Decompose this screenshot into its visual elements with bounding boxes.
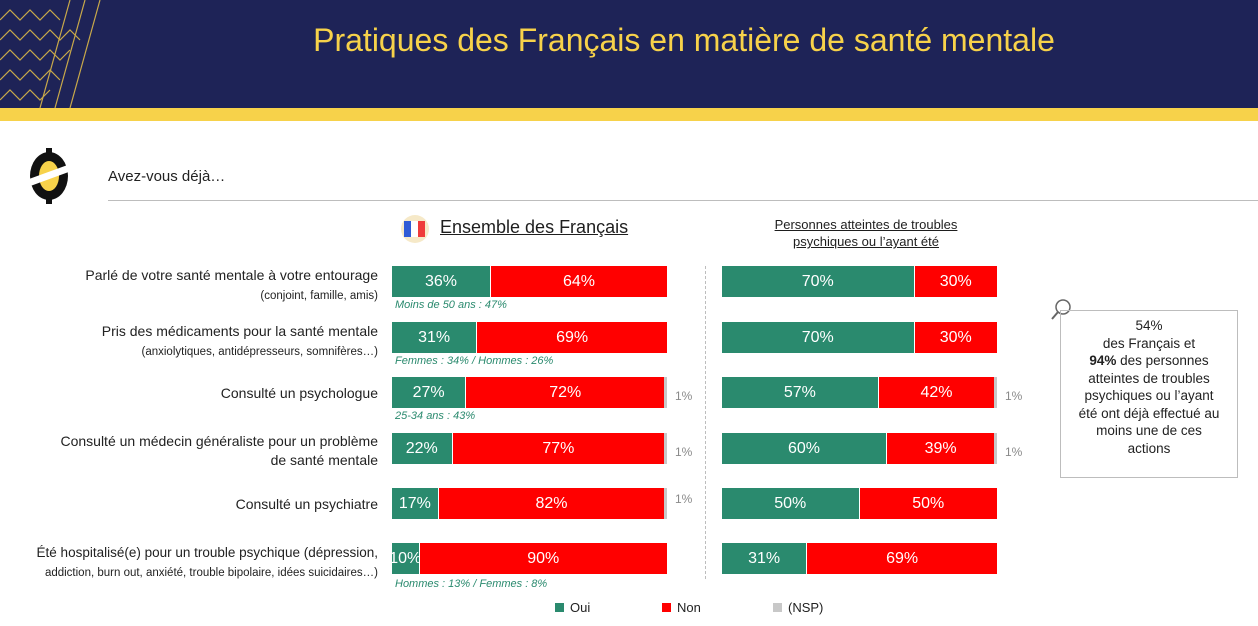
bar-oui-g1-r3: 60%: [722, 433, 887, 464]
row-note: Femmes : 34% / Hommes : 26%: [395, 355, 554, 367]
summary-line: psychiques ou l’ayant: [1084, 388, 1214, 403]
row-label-hospitalise: Été hospitalisé(e) pour un trouble psych…: [37, 543, 378, 583]
row-label-main: Été hospitalisé(e) pour un trouble psych…: [36, 545, 378, 560]
row-note: 25-34 ans : 43%: [395, 410, 476, 422]
column-divider: [705, 266, 706, 579]
legend-label: Oui: [570, 600, 591, 615]
summary-line: été ont déjà effectué au: [1078, 405, 1220, 421]
bar-nsp-g1-r3: [994, 433, 997, 464]
question-text: Avez-vous déjà…: [108, 168, 226, 185]
legend-label: (NSP): [788, 600, 824, 615]
legend-nsp: (NSP): [773, 600, 823, 615]
bar-non-g0-r1: 69%: [477, 322, 667, 353]
summary-line: des Français et: [1102, 335, 1196, 351]
row-label-psychiatre: Consulté un psychiatre: [236, 495, 378, 514]
summary-line: 54%: [1135, 318, 1163, 333]
legend-swatch-nsp: [773, 603, 782, 612]
summary-highlight: 94%: [1089, 353, 1117, 368]
bar-non-g1-r3: 39%: [887, 433, 995, 464]
bar-non-g0-r5: 90%: [419, 543, 667, 574]
summary-box: 54% des Français et 94% des personnes at…: [1060, 310, 1238, 478]
legend-swatch-oui: [555, 603, 564, 612]
summary-line: actions: [1127, 440, 1171, 456]
column-title-all: Ensemble des Français: [440, 217, 629, 237]
france-flag-icon: [401, 215, 429, 243]
row-label-entourage: Parlé de votre santé mentale à votre ent…: [85, 266, 378, 306]
summary-line: des personnes: [1116, 353, 1209, 368]
row-note: Moins de 50 ans : 47%: [395, 299, 507, 311]
bar-oui-g1-r4: 50%: [722, 488, 860, 519]
nsp-data-label-g1-r2: 1%: [1005, 389, 1023, 403]
nsp-data-label-g0-r4: 1%: [675, 492, 693, 506]
row-label-medicaments: Pris des médicaments pour la santé menta…: [102, 322, 378, 362]
bar-oui-g0-r3: 22%: [392, 433, 453, 464]
summary-line: atteintes de troubles: [1088, 370, 1210, 386]
column-title-affected: Personnes atteintes de troubles psychiqu…: [722, 216, 1010, 250]
bar-non-g1-r0: 30%: [914, 266, 997, 297]
nsp-data-label-g1-r3: 1%: [1005, 445, 1023, 459]
bar-non-g0-r4: 82%: [438, 488, 665, 519]
bar-oui-g1-r1: 70%: [722, 322, 915, 353]
row-label-psychologue: Consulté un psychologue: [221, 384, 378, 403]
brand-logo-icon: [26, 148, 71, 204]
bar-nsp-g0-r4: [664, 488, 667, 519]
bar-non-g0-r2: 72%: [466, 377, 665, 408]
row-label-sub: (conjoint, famille, amis): [260, 290, 378, 302]
nsp-data-label-g0-r2: 1%: [675, 389, 693, 403]
question-divider: [108, 200, 1258, 201]
bar-non-g0-r3: 77%: [452, 433, 665, 464]
bar-oui-g0-r4: 17%: [392, 488, 439, 519]
bar-oui-g0-r2: 27%: [392, 377, 467, 408]
row-label-sub: (anxiolytiques, antidépresseurs, somnifè…: [141, 346, 379, 358]
bar-non-g1-r1: 30%: [914, 322, 997, 353]
bar-nsp-g0-r3: [664, 433, 667, 464]
row-label-main: Pris des médicaments pour la santé menta…: [101, 323, 378, 339]
bar-non-g0-r0: 64%: [491, 266, 667, 297]
row-label-main: Parlé de votre santé mentale à votre ent…: [85, 267, 378, 283]
column-title-affected-line1: Personnes atteintes de troubles: [774, 217, 958, 232]
row-label-sub: de santé mentale: [270, 452, 378, 468]
row-note: Hommes : 13% / Femmes : 8%: [395, 578, 548, 590]
bar-oui-g1-r5: 31%: [722, 543, 808, 574]
bar-oui-g1-r0: 70%: [722, 266, 915, 297]
bar-nsp-g1-r2: [994, 377, 997, 408]
bar-oui-g1-r2: 57%: [722, 377, 879, 408]
decorative-pattern-icon: [0, 0, 101, 108]
legend-swatch-non: [662, 603, 671, 612]
bar-oui-g0-r1: 31%: [392, 322, 478, 353]
bar-oui-g0-r0: 36%: [392, 266, 491, 297]
legend-oui: Oui: [555, 600, 590, 615]
legend-label: Non: [677, 600, 701, 615]
header-banner: [0, 0, 1258, 108]
bar-non-g1-r5: 69%: [807, 543, 997, 574]
row-label-generaliste: Consulté un médecin généraliste pour un …: [60, 432, 378, 470]
row-label-main: Consulté un médecin généraliste pour un …: [60, 433, 378, 449]
row-label-main: Consulté un psychiatre: [235, 496, 378, 512]
bar-non-g1-r4: 50%: [859, 488, 997, 519]
bar-non-g1-r2: 42%: [878, 377, 995, 408]
summary-line: moins une de ces: [1096, 423, 1202, 438]
row-label-main: Consulté un psychologue: [220, 385, 378, 401]
bar-nsp-g0-r2: [664, 377, 667, 408]
nsp-data-label-g0-r3: 1%: [675, 445, 693, 459]
legend-non: Non: [662, 600, 701, 615]
header-stripe: [0, 108, 1258, 121]
page-title: Pratiques des Français en matière de san…: [313, 22, 1055, 58]
column-title-affected-line2: psychiques ou l’ayant été: [793, 234, 939, 249]
row-label-sub: addiction, burn out, anxiété, trouble bi…: [44, 567, 378, 579]
bar-oui-g0-r5: 10%: [389, 543, 421, 574]
